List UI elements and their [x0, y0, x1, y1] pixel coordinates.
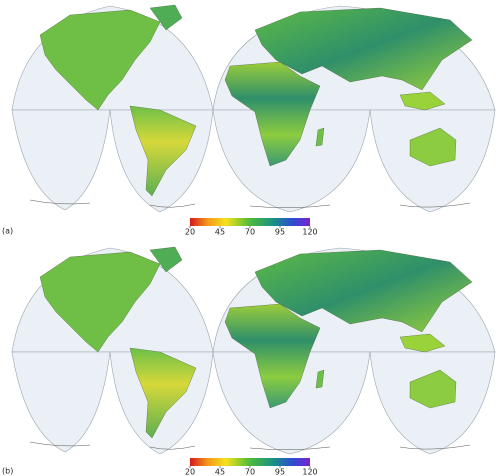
lobe	[11, 351, 111, 453]
lobe	[11, 109, 111, 211]
eurasia	[254, 7, 473, 91]
south-america	[129, 105, 197, 197]
colorbar-tick-label: 45	[215, 228, 225, 237]
map-panel	[11, 4, 496, 213]
colorbar-tick-label: 95	[275, 468, 285, 476]
lobe	[212, 351, 371, 455]
southeast-asia	[399, 91, 446, 111]
africa	[224, 303, 321, 409]
map-panel	[11, 246, 496, 455]
africa	[224, 61, 321, 167]
north-america	[39, 251, 161, 353]
madagascar	[315, 369, 325, 389]
australia	[409, 369, 457, 409]
southeast-asia	[399, 333, 446, 353]
panel-label: (a)	[2, 227, 13, 236]
eurasia	[254, 249, 473, 333]
greenland	[149, 246, 183, 273]
colorbar	[190, 218, 310, 226]
colorbar-tick-label: 20	[185, 468, 195, 476]
antarctica	[29, 199, 471, 209]
colorbar-tick-label: 70	[245, 468, 255, 476]
lobe	[212, 109, 371, 213]
colorbar-tick-label: 120	[302, 228, 317, 237]
colorbar-tick-label: 95	[275, 228, 285, 237]
north-america	[39, 9, 161, 111]
greenland	[149, 4, 183, 31]
south-america	[129, 347, 197, 439]
colorbar-tick-label: 45	[215, 468, 225, 476]
colorbar-tick-label: 120	[302, 468, 317, 476]
australia	[409, 127, 457, 167]
colorbar-tick-label: 70	[245, 228, 255, 237]
antarctica	[29, 441, 471, 451]
panel-label: (b)	[2, 467, 13, 476]
colorbar	[190, 458, 310, 466]
madagascar	[315, 127, 325, 147]
colorbar-tick-label: 20	[185, 228, 195, 237]
